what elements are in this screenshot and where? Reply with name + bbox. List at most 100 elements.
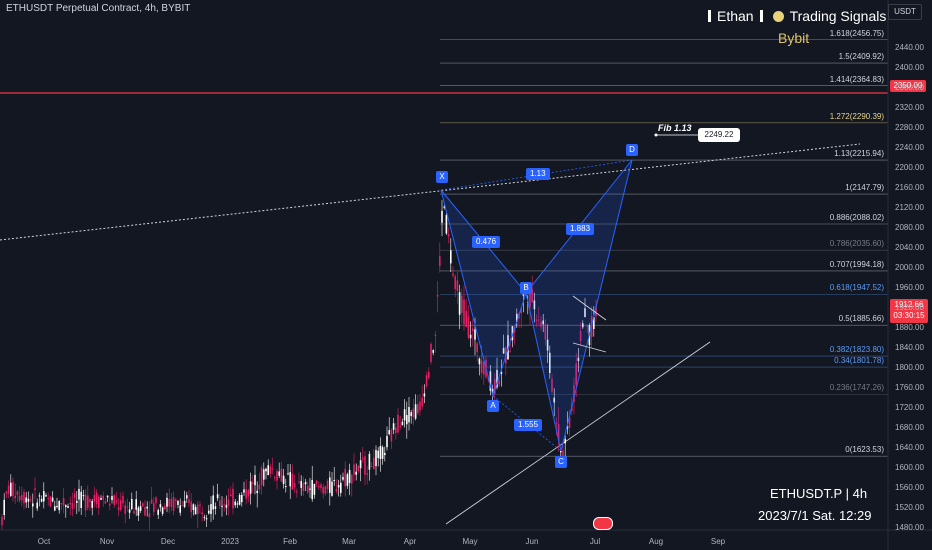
candle-body xyxy=(584,308,586,317)
candle-body xyxy=(126,506,129,508)
candle-body xyxy=(531,289,533,303)
candle-body xyxy=(197,504,199,514)
candle-body xyxy=(120,500,122,510)
price-tick: 1800.00 xyxy=(895,363,924,372)
candle-body xyxy=(142,503,144,507)
candle-body xyxy=(384,452,386,456)
candle-body xyxy=(179,505,181,513)
candle-body xyxy=(417,404,419,414)
fib-level-label: 0.618(1947.52) xyxy=(829,283,884,293)
pattern-ratio-label: 1.883 xyxy=(566,223,595,235)
price-tick: 2040.00 xyxy=(895,243,924,252)
candle-body xyxy=(146,506,148,509)
candle-body xyxy=(102,495,104,500)
candle-body xyxy=(67,506,69,508)
time-tick: 2023 xyxy=(221,537,239,546)
candle-body xyxy=(214,506,217,509)
candle-body xyxy=(465,311,467,328)
candle-body xyxy=(157,509,159,515)
wedge-lower xyxy=(572,342,607,353)
candle-body xyxy=(122,495,124,504)
candle-body xyxy=(538,319,540,321)
candle-body xyxy=(252,482,254,484)
candle-body xyxy=(401,421,404,426)
bar-icon xyxy=(759,10,763,22)
candle-body xyxy=(60,503,63,505)
current-price: 1912.66 xyxy=(894,300,924,309)
candle-body xyxy=(544,324,547,340)
candle-body xyxy=(298,481,300,483)
candle-body xyxy=(340,482,342,493)
candle-body xyxy=(254,474,256,486)
candle-body xyxy=(318,486,320,488)
candle-body xyxy=(557,423,560,441)
candle-body xyxy=(447,233,450,237)
current-price-tag: 1912.66 03:30:15 xyxy=(890,299,928,323)
candle-body xyxy=(304,482,307,485)
candle-body xyxy=(1,516,3,526)
candle-body xyxy=(181,505,184,507)
candle-body xyxy=(188,499,190,503)
candle-body xyxy=(289,472,291,487)
candle-body xyxy=(267,465,269,476)
candle-body xyxy=(190,501,192,513)
candle-body xyxy=(219,500,221,507)
candle-body xyxy=(29,499,32,501)
flag-icon[interactable] xyxy=(593,517,613,530)
candle-body xyxy=(282,475,285,484)
candle-body xyxy=(489,371,492,391)
candle-body xyxy=(87,495,89,509)
fib-level-label: 1.5(2409.92) xyxy=(838,52,884,62)
candle-body xyxy=(32,503,34,507)
candle-body xyxy=(260,467,263,485)
candle-body xyxy=(333,479,335,481)
candle-body xyxy=(564,439,566,444)
time-tick: Apr xyxy=(403,537,417,546)
currency-button[interactable]: USDT xyxy=(888,4,922,20)
candle-body xyxy=(403,409,406,421)
candle-body xyxy=(362,457,364,460)
exchange-label: Bybit xyxy=(778,30,810,46)
candle-body xyxy=(434,334,437,336)
candle-body xyxy=(223,504,225,506)
candle-body xyxy=(412,408,415,417)
time-tick: Sep xyxy=(710,537,726,546)
price-tick: 2400.00 xyxy=(895,63,924,72)
candle-body xyxy=(522,294,525,296)
candle-body xyxy=(491,388,494,393)
candle-body xyxy=(296,491,298,493)
candle-body xyxy=(47,498,49,500)
fib-level-label: 1.13(2215.94) xyxy=(834,149,884,159)
candle-body xyxy=(353,464,355,475)
candle-body xyxy=(271,468,274,470)
price-tick: 1920.00 xyxy=(895,303,924,312)
candle-body xyxy=(98,496,100,508)
candle-body xyxy=(194,506,197,515)
candle-body xyxy=(540,321,542,328)
price-tick: 2320.00 xyxy=(895,103,924,112)
candle-body xyxy=(441,210,443,223)
candle-body xyxy=(109,503,111,506)
fib-level-label: 0.236(1747.26) xyxy=(829,383,884,393)
candle-body xyxy=(370,465,373,467)
candle-body xyxy=(80,491,82,508)
candle-body xyxy=(320,484,322,489)
fib-level-label: 0.886(2088.02) xyxy=(829,212,884,222)
candle-body xyxy=(150,499,153,504)
time-tick: Nov xyxy=(99,537,115,546)
candle-body xyxy=(463,299,465,325)
price-tick: 1720.00 xyxy=(895,403,924,412)
candle-body xyxy=(100,498,102,500)
candle-body xyxy=(322,487,324,494)
candle-body xyxy=(368,453,371,470)
candle-body xyxy=(520,308,522,314)
candle-body xyxy=(91,501,93,508)
fib-level-label: 1.618(2456.75) xyxy=(829,28,884,38)
candle-body xyxy=(582,323,584,328)
candle-body xyxy=(516,313,518,322)
candle-body xyxy=(135,499,137,510)
candle-body xyxy=(351,475,353,484)
candle-body xyxy=(16,491,19,495)
price-tick: 1600.00 xyxy=(895,463,924,472)
